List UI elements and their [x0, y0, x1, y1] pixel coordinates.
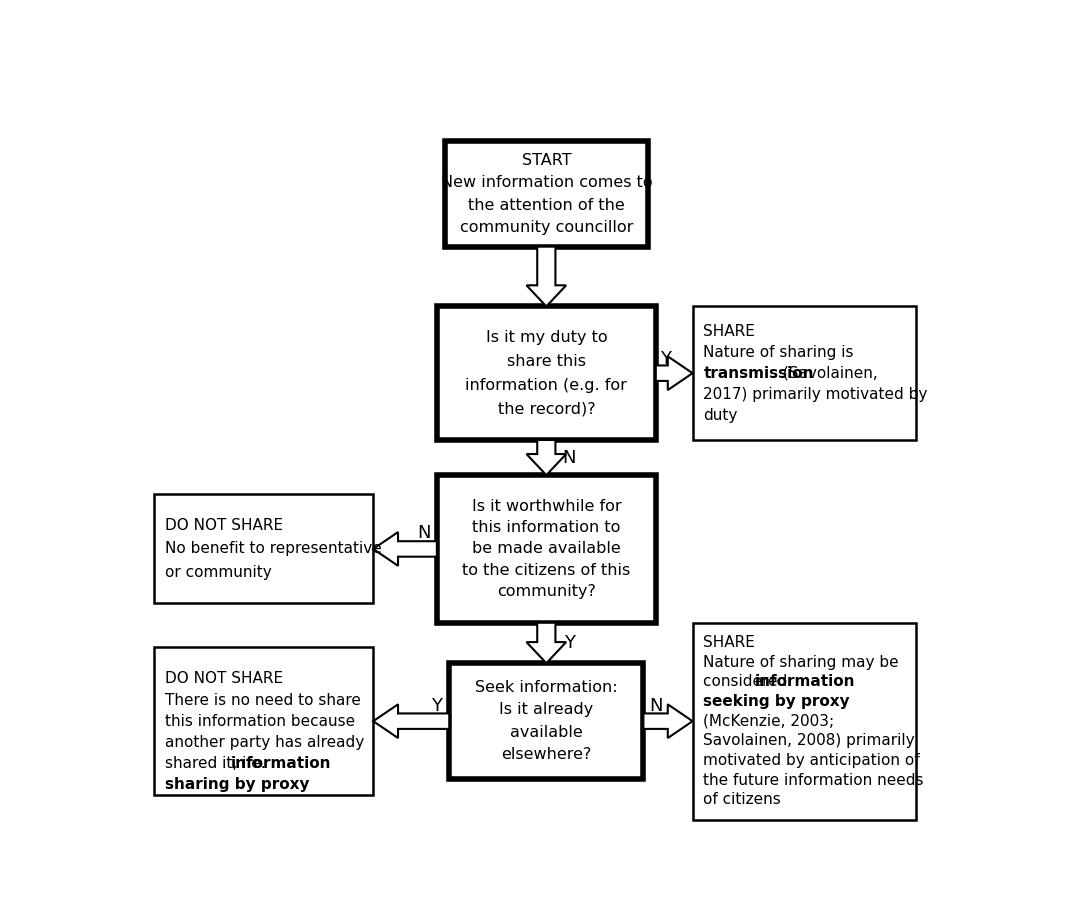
Text: information (e.g. for: information (e.g. for	[466, 378, 627, 393]
Text: DO NOT SHARE: DO NOT SHARE	[165, 671, 284, 687]
Polygon shape	[527, 247, 566, 307]
Text: Savolainen, 2008) primarily: Savolainen, 2008) primarily	[704, 733, 915, 749]
Text: elsewhere?: elsewhere?	[501, 748, 592, 762]
Polygon shape	[373, 704, 449, 738]
Text: share this: share this	[506, 353, 586, 369]
Polygon shape	[656, 356, 693, 390]
Text: Y: Y	[432, 697, 442, 715]
Text: Is it my duty to: Is it my duty to	[485, 330, 608, 345]
Text: information: information	[231, 756, 332, 771]
Text: be made available: be made available	[472, 541, 620, 556]
Text: transmission: transmission	[704, 366, 813, 381]
Text: SHARE: SHARE	[704, 323, 755, 339]
Text: sharing by proxy: sharing by proxy	[165, 777, 309, 792]
Polygon shape	[527, 623, 566, 663]
Text: community councillor: community councillor	[459, 220, 633, 236]
Text: Is it already: Is it already	[499, 702, 594, 718]
Text: Seek information:: Seek information:	[475, 680, 617, 695]
Text: N: N	[418, 524, 432, 542]
Text: this information to: this information to	[472, 520, 620, 535]
Text: considered: considered	[704, 675, 792, 689]
Text: available: available	[510, 725, 583, 740]
Text: of citizens: of citizens	[704, 792, 781, 807]
Bar	[155, 495, 373, 603]
Text: the attention of the: the attention of the	[468, 198, 625, 213]
Text: to the citizens of this: to the citizens of this	[463, 562, 630, 578]
Text: There is no need to share: There is no need to share	[165, 693, 361, 708]
Text: seeking by proxy: seeking by proxy	[704, 694, 850, 709]
Text: N: N	[649, 697, 663, 715]
Polygon shape	[527, 440, 566, 475]
Polygon shape	[644, 704, 693, 738]
Bar	[437, 475, 656, 623]
Text: No benefit to representative: No benefit to representative	[165, 541, 382, 556]
Text: community?: community?	[497, 583, 596, 599]
Bar	[155, 647, 373, 795]
Bar	[693, 623, 916, 820]
Text: Y: Y	[564, 634, 575, 652]
Text: another party has already: another party has already	[165, 735, 365, 750]
Text: SHARE: SHARE	[704, 635, 755, 650]
Text: motivated by anticipation of: motivated by anticipation of	[704, 753, 920, 768]
Text: Y: Y	[660, 350, 672, 368]
Text: Nature of sharing is: Nature of sharing is	[704, 344, 854, 360]
Text: shared it, i.e.: shared it, i.e.	[165, 756, 271, 771]
Text: START: START	[521, 152, 571, 168]
Text: information: information	[755, 675, 855, 689]
Text: duty: duty	[704, 408, 738, 423]
Text: N: N	[563, 448, 577, 467]
Text: Nature of sharing may be: Nature of sharing may be	[704, 655, 899, 669]
Text: (McKenzie, 2003;: (McKenzie, 2003;	[704, 714, 835, 729]
Bar	[437, 307, 656, 440]
Bar	[449, 663, 644, 779]
Text: this information because: this information because	[165, 714, 355, 729]
Bar	[446, 142, 647, 247]
Text: or community: or community	[165, 564, 272, 580]
Bar	[693, 307, 916, 440]
Text: DO NOT SHARE: DO NOT SHARE	[165, 519, 284, 533]
Polygon shape	[373, 532, 437, 566]
Text: New information comes to: New information comes to	[440, 175, 652, 190]
Text: 2017) primarily motivated by: 2017) primarily motivated by	[704, 387, 927, 402]
Text: the record)?: the record)?	[498, 402, 595, 416]
Text: Is it worthwhile for: Is it worthwhile for	[471, 499, 621, 514]
Text: (Savolainen,: (Savolainen,	[778, 366, 877, 381]
Text: the future information needs: the future information needs	[704, 772, 924, 788]
